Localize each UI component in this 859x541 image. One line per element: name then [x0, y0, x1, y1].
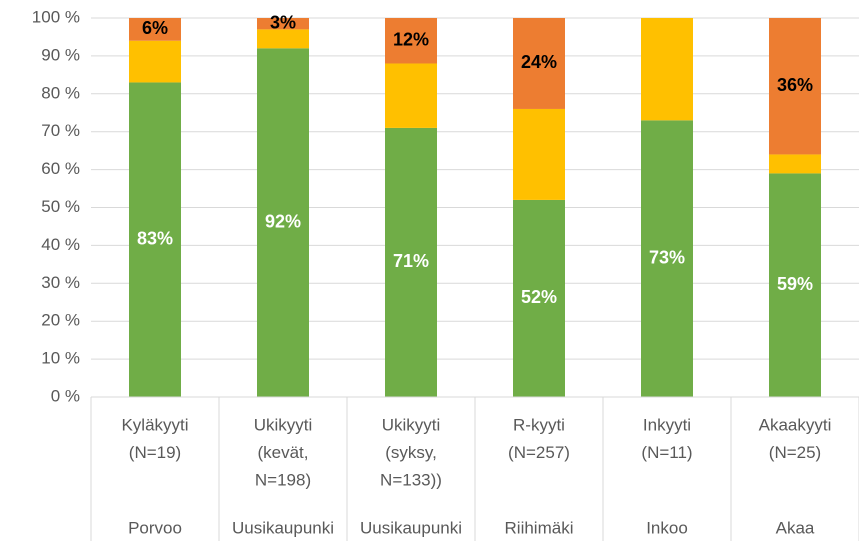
bar-segment: [385, 127, 437, 397]
bar-segment: [129, 40, 181, 83]
bar-segment: [769, 173, 821, 397]
data-label: 71%: [393, 251, 429, 271]
data-label: 12%: [393, 29, 429, 49]
bar-segment: [257, 48, 309, 397]
x-tick-label: Akaakyyti: [759, 415, 832, 434]
y-tick-label: 10 %: [41, 349, 80, 368]
y-tick-label: 20 %: [41, 311, 80, 330]
data-label: 3%: [270, 12, 296, 32]
y-tick-label: 60 %: [41, 159, 80, 178]
bar-segment: [769, 18, 821, 155]
bar-segment: [385, 18, 437, 64]
x-tick-label: (N=257): [508, 443, 570, 462]
x-tick-label: (kevät,: [257, 443, 308, 462]
data-label: 24%: [521, 52, 557, 72]
bar-segment: [257, 29, 309, 49]
bar-segment: [257, 18, 309, 30]
y-tick-label: 80 %: [41, 83, 80, 102]
y-tick-label: 0 %: [51, 386, 80, 405]
group-label: Akaa: [776, 518, 815, 537]
data-label: 52%: [521, 287, 557, 307]
data-label: 73%: [649, 247, 685, 267]
x-tick-label: Kyläkyyti: [121, 415, 188, 434]
x-tick-label: Inkyyti: [643, 415, 691, 434]
x-tick-label: (N=25): [769, 443, 821, 462]
group-label: Uusikaupunki: [360, 518, 462, 537]
data-label: 92%: [265, 211, 301, 231]
bar-segment: [641, 18, 693, 121]
group-label: Inkoo: [646, 518, 688, 537]
group-label: Porvoo: [128, 518, 182, 537]
x-tick-label: (N=11): [641, 443, 692, 462]
bar-segment: [769, 154, 821, 174]
bar-segment: [129, 82, 181, 398]
y-tick-label: 40 %: [41, 235, 80, 254]
group-label: Riihimäki: [505, 518, 574, 537]
y-tick-label: 70 %: [41, 121, 80, 140]
y-tick-label: 50 %: [41, 197, 80, 216]
x-tick-label: N=133)): [380, 470, 442, 489]
bar-segment: [513, 18, 565, 109]
bar-segment: [641, 120, 693, 397]
x-tick-label: Ukikyyti: [254, 415, 313, 434]
x-tick-label: R-kyyti: [513, 415, 565, 434]
bar-segment: [129, 18, 181, 41]
data-label: 36%: [777, 75, 813, 95]
y-tick-label: 100 %: [32, 7, 80, 26]
x-tick-label: N=198): [255, 470, 311, 489]
x-tick-label: (N=19): [129, 443, 181, 462]
group-label: Uusikaupunki: [232, 518, 334, 537]
data-label: 59%: [777, 274, 813, 294]
x-tick-label: Ukikyyti: [382, 415, 441, 434]
data-label: 6%: [142, 18, 168, 38]
bar-segment: [513, 199, 565, 397]
y-tick-label: 30 %: [41, 273, 80, 292]
y-tick-label: 90 %: [41, 45, 80, 64]
x-tick-label: (syksy,: [385, 443, 437, 462]
data-label: 83%: [137, 228, 173, 248]
bar-segment: [385, 63, 437, 128]
bar-segment: [513, 108, 565, 200]
